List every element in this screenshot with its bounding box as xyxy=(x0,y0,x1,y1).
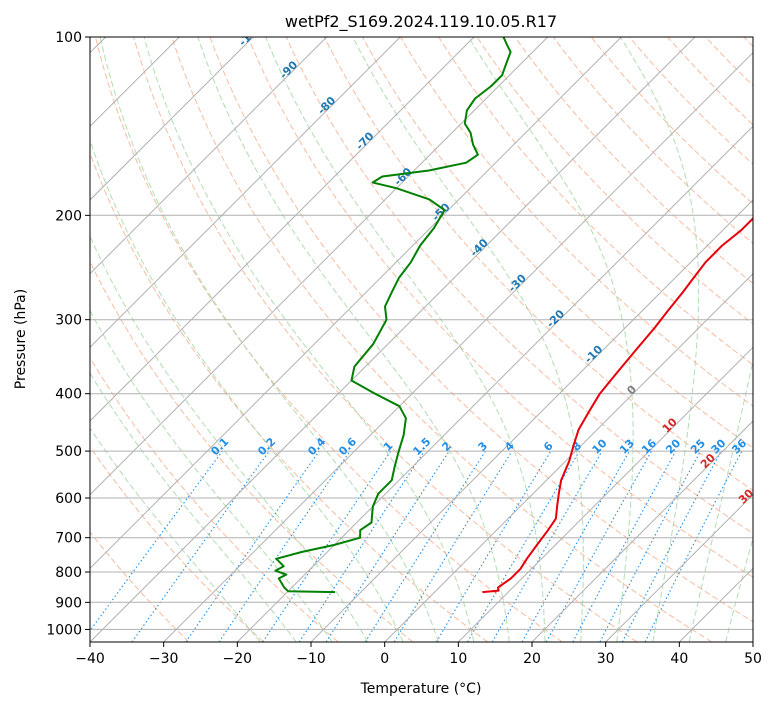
isotherm-line xyxy=(236,125,753,642)
mixing-ratio-line xyxy=(90,450,223,632)
y-tick-label: 900 xyxy=(55,595,82,611)
isotherm-line xyxy=(90,37,328,275)
x-tick-label: 0 xyxy=(380,651,389,667)
dry-adiabat-line xyxy=(171,37,712,642)
x-tick-label: 40 xyxy=(670,651,688,667)
temperature-profile-line xyxy=(482,216,753,594)
isotherm-line xyxy=(384,272,753,642)
dry-adiabat-line xyxy=(247,37,753,578)
isotherm-line xyxy=(310,199,753,642)
isotherm-line xyxy=(531,420,753,642)
isotherm-line xyxy=(163,51,753,642)
moist-adiabats xyxy=(90,37,753,642)
isotherm-label: -100 xyxy=(236,20,265,49)
isotherm-line xyxy=(90,37,549,496)
mixing-ratio-line xyxy=(644,450,743,642)
mixing-ratio-line xyxy=(325,450,450,642)
isotherm-line xyxy=(457,346,753,642)
isotherm-line xyxy=(90,37,696,642)
mixing-ratio-line xyxy=(218,450,351,642)
dry-adiabat-line xyxy=(90,445,264,642)
dry-adiabat-line xyxy=(285,37,753,534)
moist-adiabat-line xyxy=(90,427,261,642)
plot-frame xyxy=(89,36,754,643)
dry-adiabat-line xyxy=(362,37,753,449)
dry-adiabat-line xyxy=(95,37,563,642)
dry-adiabat-line xyxy=(90,531,190,642)
moist-adiabat-line xyxy=(265,37,546,642)
y-tick-label: 200 xyxy=(55,208,82,224)
dry-adiabat-line xyxy=(90,151,488,642)
moist-adiabat-line xyxy=(143,37,475,642)
chart-title: wetPf2_S169.2024.119.10.05.R17 xyxy=(285,12,557,32)
isotherms xyxy=(90,37,753,642)
y-tick-label: 1000 xyxy=(46,622,82,638)
dry-adiabat-line xyxy=(438,37,753,366)
dewpoint-profile-line xyxy=(274,37,512,594)
x-tick-label: 30 xyxy=(597,651,615,667)
moist-adiabat-line xyxy=(197,37,510,642)
moist-adiabat-line xyxy=(99,37,439,642)
profile-lines xyxy=(274,37,753,594)
moist-adiabat-line xyxy=(90,371,297,642)
dry-adiabats xyxy=(90,37,753,642)
moist-adiabat-line xyxy=(90,235,369,642)
mixing-ratio-line xyxy=(545,450,653,642)
mixing-ratio-lines xyxy=(90,450,743,642)
isotherm-line xyxy=(605,493,753,642)
moist-adiabat-line xyxy=(688,358,753,642)
moist-adiabat-line xyxy=(352,37,584,642)
mixing-ratio-line xyxy=(185,450,320,642)
mixing-ratio-line xyxy=(521,450,630,642)
isotherm-line xyxy=(90,37,622,570)
y-tick-label: 700 xyxy=(55,531,82,547)
mixing-ratio-line xyxy=(572,450,677,642)
pressure-gridlines xyxy=(90,37,753,630)
x-tick-label: 10 xyxy=(449,651,467,667)
x-axis: −40 −30 −20 −10 0 10 20 30 40 50 xyxy=(75,642,762,667)
isotherm-line xyxy=(90,37,475,422)
mixing-ratio-line xyxy=(298,450,425,642)
y-axis: 100 200 300 400 500 600 700 800 900 1000 xyxy=(46,30,90,638)
y-tick-label: 400 xyxy=(55,387,82,403)
x-tick-label: −10 xyxy=(296,651,326,667)
x-tick-label: −30 xyxy=(149,651,179,667)
x-tick-label: 20 xyxy=(523,651,541,667)
mixing-ratio-line xyxy=(393,450,513,642)
isotherm-line xyxy=(90,37,254,201)
y-tick-label: 300 xyxy=(55,313,82,329)
dry-adiabat-line xyxy=(133,37,638,642)
mixing-ratio-line xyxy=(262,450,392,642)
isotherm-line xyxy=(90,37,401,349)
y-tick-label: 500 xyxy=(55,444,82,460)
x-tick-label: 50 xyxy=(744,651,762,667)
y-tick-label: 800 xyxy=(55,565,82,581)
x-tick-label: −40 xyxy=(75,651,105,667)
mixing-ratio-line xyxy=(131,450,270,642)
plot-area: 0.10.20.40.611.52346810131620253036-100-… xyxy=(90,20,753,642)
dry-adiabat-line xyxy=(514,37,753,285)
x-axis-title: Temperature (°C) xyxy=(360,681,482,697)
dry-adiabat-line xyxy=(90,356,339,642)
moist-adiabat-line xyxy=(619,37,700,642)
y-tick-label: 600 xyxy=(55,491,82,507)
x-tick-label: −20 xyxy=(223,651,253,667)
y-axis-title: Pressure (hPa) xyxy=(13,289,29,389)
y-tick-label: 100 xyxy=(55,30,82,46)
moist-adiabat-line xyxy=(90,138,404,642)
dry-adiabat-line xyxy=(400,37,753,407)
